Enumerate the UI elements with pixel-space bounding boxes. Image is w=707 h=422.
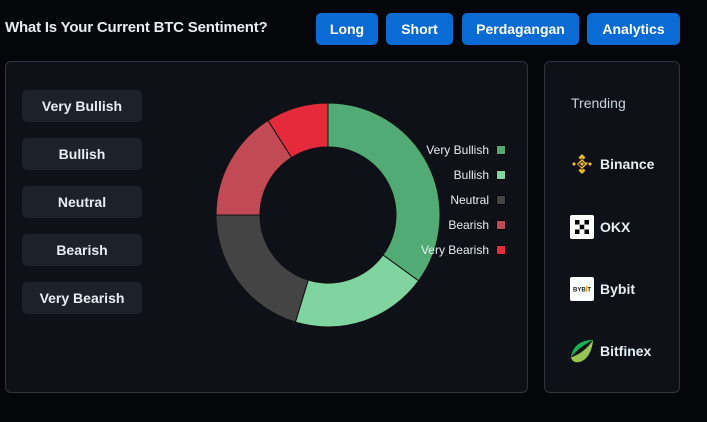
donut-segment-neutral <box>215 214 309 323</box>
legend-swatch <box>496 145 506 155</box>
trending-title: Trending <box>571 95 626 111</box>
bullish-button[interactable]: Bullish <box>22 138 142 170</box>
donut-segment-very-bearish <box>267 102 329 159</box>
legend-label: Neutral <box>450 193 489 207</box>
exchange-name: Bitfinex <box>600 343 652 359</box>
very-bullish-button[interactable]: Very Bullish <box>22 90 142 122</box>
donut-segment-very-bullish <box>327 102 441 282</box>
legend-bullish: Bullish <box>454 168 506 182</box>
legend-label: Bearish <box>448 218 489 232</box>
neutral-button[interactable]: Neutral <box>22 186 142 218</box>
legend-very-bearish: Very Bearish <box>421 243 506 257</box>
trending-panel: Trending Binance OKX BYBIT Bybit Bitfine… <box>544 61 680 393</box>
bitfinex-logo-icon <box>570 339 594 363</box>
perdagangan-button[interactable]: Perdagangan <box>462 13 579 45</box>
sentiment-panel: Very Bullish Bullish Neutral Bearish Ver… <box>5 61 528 393</box>
very-bearish-button[interactable]: Very Bearish <box>22 282 142 314</box>
exchange-okx[interactable]: OKX <box>570 215 630 239</box>
exchange-name: Bybit <box>600 281 635 297</box>
exchange-name: Binance <box>600 156 655 172</box>
exchange-name: OKX <box>600 219 631 235</box>
legend-label: Very Bullish <box>426 143 489 157</box>
legend-swatch <box>496 170 506 180</box>
legend-swatch <box>496 245 506 255</box>
long-button[interactable]: Long <box>316 13 378 45</box>
bearish-button[interactable]: Bearish <box>22 234 142 266</box>
legend-very-bullish: Very Bullish <box>426 143 506 157</box>
legend-swatch <box>496 195 506 205</box>
legend-swatch <box>496 220 506 230</box>
exchange-binance[interactable]: Binance <box>570 152 654 176</box>
legend-bearish: Bearish <box>448 218 506 232</box>
exchange-bitfinex[interactable]: Bitfinex <box>570 339 651 363</box>
okx-logo-icon <box>570 215 594 239</box>
legend-label: Very Bearish <box>420 243 489 257</box>
page-title: What Is Your Current BTC Sentiment? <box>5 19 268 36</box>
bybit-logo-icon: BYBIT <box>570 277 594 301</box>
short-button[interactable]: Short <box>386 13 453 45</box>
legend-label: Bullish <box>453 168 489 182</box>
sentiment-donut-chart <box>215 102 441 328</box>
svg-text:BYBIT: BYBIT <box>573 288 591 294</box>
legend-neutral: Neutral <box>450 193 506 207</box>
analytics-button[interactable]: Analytics <box>587 13 680 45</box>
exchange-bybit[interactable]: BYBIT Bybit <box>570 277 635 301</box>
binance-logo-icon <box>570 152 594 176</box>
